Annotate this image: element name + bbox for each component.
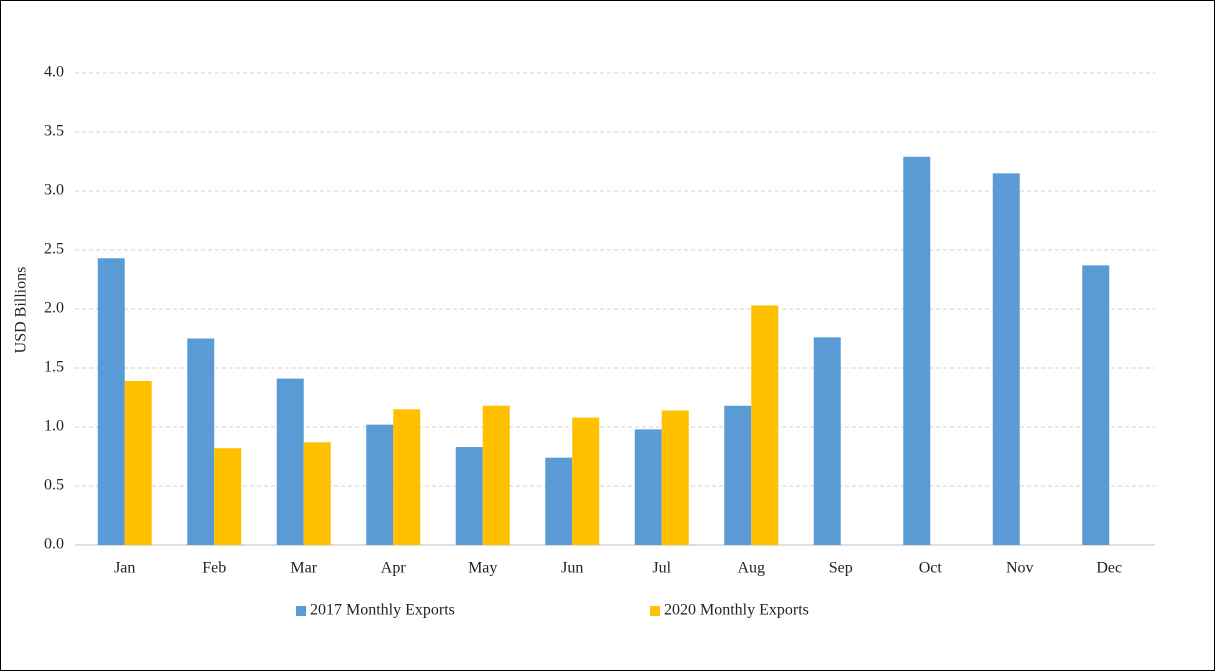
bar	[393, 409, 421, 545]
x-tick-label: May	[468, 560, 497, 577]
x-tick-label: Jun	[561, 560, 583, 577]
x-tick-label: Jul	[652, 560, 671, 577]
bar	[545, 457, 573, 545]
y-tick-label: 3.0	[44, 182, 64, 199]
y-tick-label: 2.5	[44, 241, 64, 258]
bar	[572, 417, 600, 545]
y-tick-label: 3.5	[44, 123, 64, 140]
bar	[187, 338, 215, 545]
x-tick-label: Oct	[919, 560, 943, 577]
bar	[992, 173, 1020, 546]
x-tick-label: Dec	[1096, 560, 1122, 577]
y-tick-label: 1.0	[44, 418, 64, 435]
x-tick-label: Apr	[381, 560, 407, 577]
y-tick-label: 0.0	[44, 536, 64, 553]
bar	[751, 305, 779, 545]
x-tick-label: Nov	[1006, 560, 1034, 577]
bar	[813, 337, 841, 545]
y-tick-label: 1.5	[44, 359, 64, 376]
y-tick-label: 4.0	[44, 64, 64, 81]
x-tick-label: Mar	[290, 560, 317, 577]
y-tick-label: 0.5	[44, 477, 64, 494]
bar	[455, 447, 483, 545]
bar	[303, 442, 331, 545]
bar	[634, 429, 662, 545]
x-tick-label: Aug	[737, 560, 765, 577]
legend-label: 2017 Monthly Exports	[310, 602, 455, 619]
bar	[482, 405, 510, 545]
bar	[276, 378, 304, 545]
y-tick-label: 2.0	[44, 300, 64, 317]
y-axis-label: USD Billions	[13, 267, 30, 354]
bar	[366, 424, 394, 545]
bar	[661, 410, 689, 545]
legend-swatch	[650, 606, 660, 616]
legend-label: 2020 Monthly Exports	[664, 602, 809, 619]
x-tick-label: Feb	[202, 560, 226, 577]
bar	[214, 448, 242, 545]
bar	[903, 156, 931, 545]
bar	[124, 380, 152, 545]
bar	[97, 258, 125, 545]
bar	[724, 405, 752, 545]
legend-swatch	[296, 606, 306, 616]
x-tick-label: Jan	[114, 560, 135, 577]
x-tick-label: Sep	[829, 560, 853, 577]
bar	[1082, 265, 1110, 545]
